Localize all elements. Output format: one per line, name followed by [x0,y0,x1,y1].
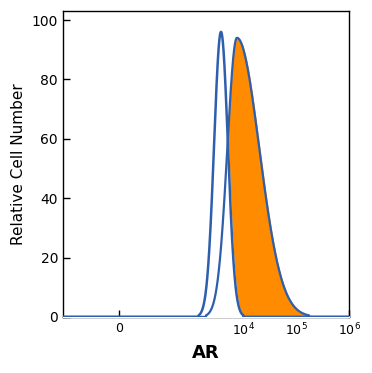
Y-axis label: Relative Cell Number: Relative Cell Number [11,83,26,245]
X-axis label: AR: AR [192,344,220,362]
